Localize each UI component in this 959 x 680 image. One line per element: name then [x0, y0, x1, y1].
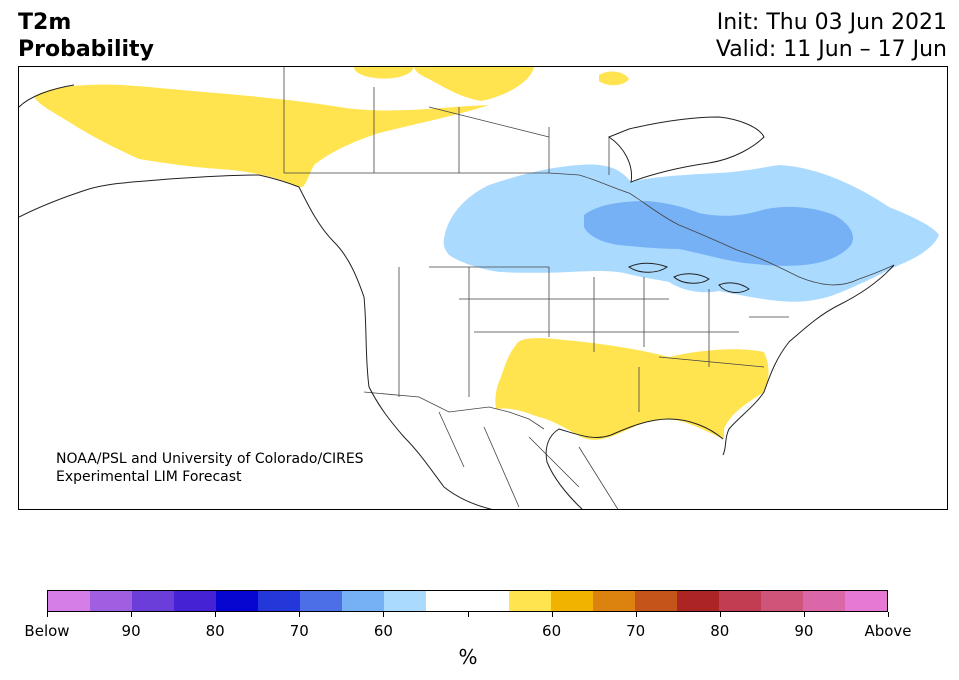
- colorbar-tick: [47, 612, 48, 617]
- colorbar-tick: [888, 612, 889, 617]
- hudson-bay: [607, 116, 765, 183]
- colorbar-segment: [845, 591, 888, 611]
- colorbar-tick-label: 70: [289, 622, 309, 640]
- map-title: T2m Probability: [18, 9, 154, 63]
- colorbar-tick: [635, 612, 637, 617]
- product-label: Probability: [18, 37, 154, 62]
- colorbar-segment: [719, 591, 762, 611]
- probability-colorbar: [47, 590, 888, 612]
- colorbar-segment: [48, 591, 90, 611]
- colorbar-tick: [551, 612, 553, 617]
- region-above-arctic-2: [414, 67, 534, 101]
- colorbar-tick-label: 90: [121, 622, 141, 640]
- colorbar-tick-label: 60: [373, 622, 393, 640]
- variable-label: T2m: [18, 10, 72, 35]
- east-coast: [722, 264, 895, 456]
- region-above-south: [495, 338, 769, 440]
- alaska-coast: [19, 84, 300, 218]
- colorbar-tick-label: 80: [710, 622, 730, 640]
- colorbar-segment: [173, 591, 216, 611]
- us-interior-lines: [398, 266, 789, 412]
- valid-range: Valid: 11 Jun – 17 Jun: [715, 37, 947, 62]
- coastlines: [19, 84, 895, 509]
- west-coast: [298, 186, 493, 509]
- init-date: Init: Thu 03 Jun 2021: [716, 10, 947, 35]
- colorbar-tick: [215, 612, 217, 617]
- colorbar-tick: [719, 612, 721, 617]
- colorbar-tick-label: 70: [626, 622, 646, 640]
- colorbar-segment: [89, 591, 132, 611]
- colorbar-tick: [299, 612, 301, 617]
- credit-text: NOAA/PSL and University of Colorado/CIRE…: [56, 450, 364, 486]
- gulf-coast: [545, 418, 724, 509]
- colorbar-segment: [215, 591, 258, 611]
- credit-line-1: NOAA/PSL and University of Colorado/CIRE…: [56, 451, 364, 467]
- canada-us-border: [284, 172, 895, 286]
- colorbar-unit: %: [458, 645, 478, 669]
- great-lakes: [628, 262, 750, 293]
- boundaries: [283, 67, 895, 509]
- colorbar-tick: [383, 612, 385, 617]
- colorbar-tick: [467, 612, 469, 617]
- colorbar-tick-label: 60: [542, 622, 562, 640]
- date-info: Init: Thu 03 Jun 2021 Valid: 11 Jun – 17…: [716, 9, 947, 63]
- colorbar-segment: [341, 591, 384, 611]
- map-panel: NOAA/PSL and University of Colorado/CIRE…: [18, 66, 948, 510]
- colorbar-segment: [803, 591, 846, 611]
- region-below-inner: [584, 201, 854, 266]
- colorbar-segment: [383, 591, 426, 611]
- colorbar-segment: [131, 591, 174, 611]
- colorbar-segment: [425, 591, 468, 611]
- map-canvas: [19, 67, 939, 509]
- mexico-lines: [438, 411, 619, 509]
- colorbar-segment: [467, 591, 510, 611]
- colorbar-segment: [635, 591, 678, 611]
- region-above-alaska: [34, 84, 489, 188]
- colorbar-segment: [761, 591, 804, 611]
- shaded-regions: [34, 67, 939, 440]
- colorbar-tick: [131, 612, 133, 617]
- region-above-arctic-3: [599, 71, 629, 86]
- colorbar-tick: [803, 612, 805, 617]
- colorbar-tick-label: 80: [205, 622, 225, 640]
- colorbar-segment: [509, 591, 552, 611]
- colorbar-tick-label: 90: [794, 622, 814, 640]
- colorbar-segment: [593, 591, 636, 611]
- colorbar-segment: [299, 591, 342, 611]
- us-mexico-border: [363, 391, 545, 430]
- colorbar-tick-label: Above: [864, 622, 912, 640]
- colorbar-segment: [257, 591, 300, 611]
- colorbar-segment: [551, 591, 594, 611]
- canada-interior-lines: [283, 67, 610, 175]
- colorbar-segment: [677, 591, 720, 611]
- credit-line-2: Experimental LIM Forecast: [56, 469, 242, 485]
- colorbar-tick-label: Below: [24, 622, 70, 640]
- region-above-arctic-1: [354, 67, 414, 79]
